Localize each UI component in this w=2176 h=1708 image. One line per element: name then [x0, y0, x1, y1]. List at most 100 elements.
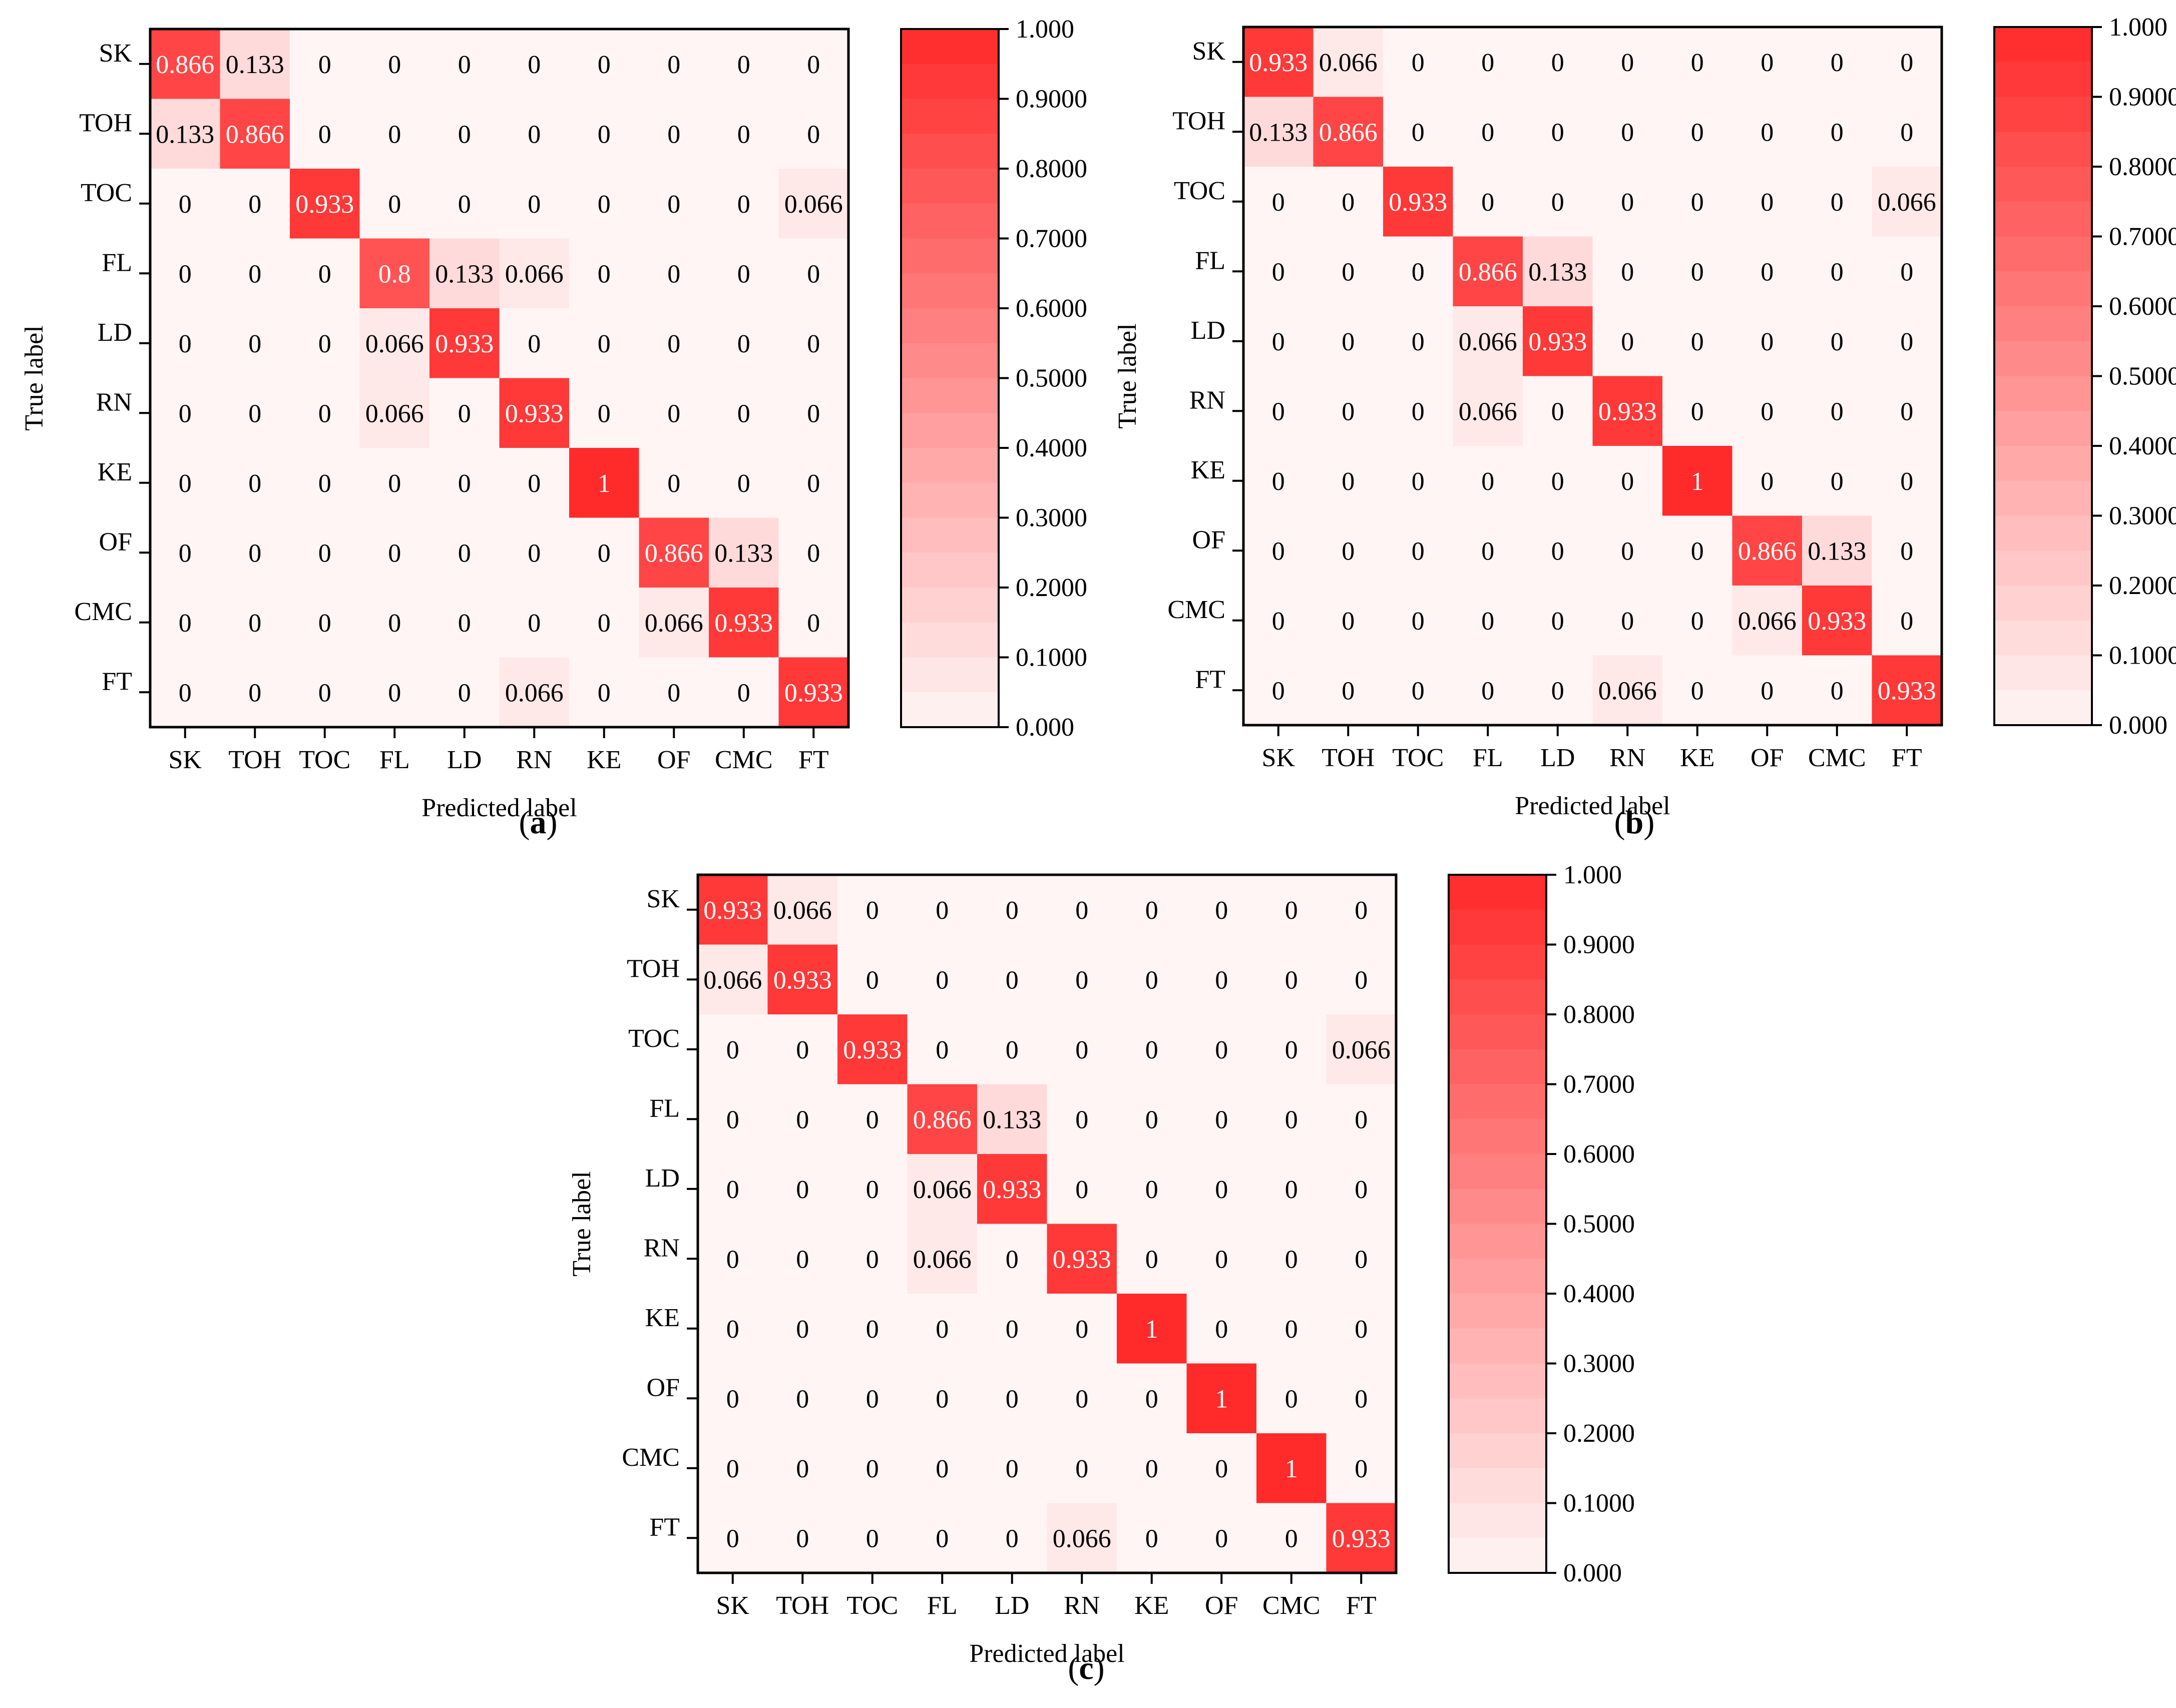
heatmap-cell: [977, 1224, 1048, 1294]
cell-value-label: 0: [1215, 1105, 1228, 1134]
heatmap-cell: [1256, 1294, 1327, 1364]
heatmap-cell: [1117, 1154, 1187, 1225]
cell-value-label: 0: [1691, 607, 1704, 636]
heatmap-cell: [1453, 446, 1523, 516]
cell-value-label: 0: [807, 260, 820, 288]
colorbar-segment: [901, 308, 999, 344]
y-tick-label: KE: [1191, 456, 1225, 484]
x-tick-label: CMC: [1262, 1591, 1321, 1620]
heatmap-cell: [1453, 655, 1523, 726]
cell-value-label: 0: [1355, 1105, 1368, 1134]
cell-value-label: 0: [318, 469, 331, 498]
heatmap-cell: [1313, 655, 1384, 726]
cell-value-label: 0: [1831, 118, 1844, 147]
cell-value-label: 0: [179, 679, 192, 707]
heatmap-cell: [1592, 655, 1663, 726]
cell-value-label: 0: [1075, 1455, 1088, 1483]
heatmap-cell: [1186, 1154, 1257, 1225]
colorbar-tick-label: 1.000: [1016, 15, 1074, 44]
colorbar-segment: [901, 482, 999, 518]
heatmap-cell: [1732, 167, 1803, 237]
heatmap-cell: [220, 588, 290, 658]
y-tick-label: RN: [644, 1234, 680, 1262]
cell-value-label: 0: [1761, 49, 1774, 77]
cell-value-label: 0: [1006, 966, 1019, 994]
cell-value-label: 0: [1761, 328, 1774, 356]
heatmap-cell: [1453, 27, 1523, 98]
cell-value-label: 0: [1621, 49, 1634, 77]
heatmap-cell: [1243, 306, 1314, 377]
cell-value-label: 0.066: [1053, 1524, 1111, 1553]
cell-value-label: 0: [726, 1385, 739, 1413]
heatmap-cell: [359, 308, 430, 379]
heatmap-cell: [907, 1014, 978, 1085]
cell-value-label: 0: [528, 190, 541, 219]
heatmap-cell: [150, 378, 221, 448]
cell-value-label: 0: [667, 679, 680, 707]
heatmap-cell: [767, 1084, 838, 1155]
colorbar-segment: [1449, 1189, 1546, 1225]
cell-value-label: 0: [936, 1455, 949, 1483]
heatmap-cell: [709, 169, 779, 239]
cell-value-label: 0: [318, 679, 331, 707]
heatmap-cell: [977, 1363, 1048, 1434]
heatmap-cell: [1662, 586, 1733, 656]
y-tick-label: SK: [1192, 37, 1226, 66]
heatmap-cell: [709, 517, 779, 588]
heatmap-cell: [1872, 167, 1942, 237]
cell-value-label: 0: [598, 330, 611, 358]
heatmap-cell: [1256, 1014, 1327, 1085]
colorbar-segment: [1449, 1119, 1546, 1155]
heatmap-cell: [499, 238, 570, 309]
cell-value-label: 0: [179, 609, 192, 638]
heatmap-cell: [1872, 376, 1942, 446]
colorbar-tick-label: 0.2000: [1563, 1419, 1635, 1448]
cell-value-label: 0.133: [714, 539, 773, 567]
heatmap-cell: [1243, 376, 1314, 446]
heatmap-cell: [1047, 944, 1117, 1015]
colorbar-tick-label: 0.2000: [2109, 572, 2176, 600]
heatmap-cell: [1186, 1363, 1257, 1434]
heatmap-cell: [1326, 1224, 1397, 1294]
heatmap-cell: [1047, 1224, 1117, 1294]
cell-value-label: 0: [796, 1455, 809, 1483]
colorbar-segment: [901, 448, 999, 483]
colorbar-tick-label: 0.5000: [1016, 364, 1087, 393]
colorbar-tick-label: 0.8000: [1016, 155, 1087, 183]
y-tick-label: RN: [96, 388, 132, 416]
heatmap-cell: [837, 1503, 908, 1573]
cell-value-label: 0: [458, 469, 471, 498]
heatmap-cell: [1256, 1084, 1327, 1155]
cell-value-label: 0: [866, 1176, 879, 1204]
cell-value-label: 0: [1355, 1385, 1368, 1413]
heatmap-cell: [1872, 586, 1942, 656]
heatmap-cell: [150, 99, 221, 169]
heatmap-cell: [1662, 236, 1733, 307]
cell-value-label: 0: [1285, 1385, 1298, 1413]
heatmap-cell: [709, 308, 779, 379]
heatmap-cell: [1523, 446, 1593, 516]
heatmap-cell: [778, 238, 849, 309]
heatmap-cell: [220, 238, 290, 309]
x-tick-label: FT: [1346, 1591, 1377, 1620]
cell-value-label: 0.066: [645, 609, 703, 638]
heatmap-cell: [220, 378, 290, 448]
cell-value-label: 0: [1145, 1105, 1158, 1134]
heatmap-cell: [1732, 27, 1803, 98]
cell-value-label: 0: [1285, 1524, 1298, 1553]
cell-value-label: 0: [179, 539, 192, 567]
cell-value-label: 0: [866, 966, 879, 994]
panel-letter: a: [530, 804, 547, 841]
y-tick-label: OF: [99, 527, 132, 556]
panel-c: 0.933 0.066 0 0 0 0 0 0 0 0 0.066 0.933 0 0 0 0 0 0 0 0 0 0 0.…: [568, 861, 1635, 1686]
colorbar-segment: [1449, 944, 1546, 980]
cell-value-label: 0: [179, 260, 192, 288]
heatmap-cell: [1117, 1363, 1187, 1434]
cell-value-label: 0: [1272, 607, 1285, 636]
heatmap-cell: [1383, 376, 1454, 446]
heatmap-cell: [1732, 306, 1803, 377]
heatmap-cell: [767, 1503, 838, 1573]
colorbar-tick-label: 0.3000: [2109, 502, 2176, 530]
heatmap-cell: [907, 1224, 978, 1294]
